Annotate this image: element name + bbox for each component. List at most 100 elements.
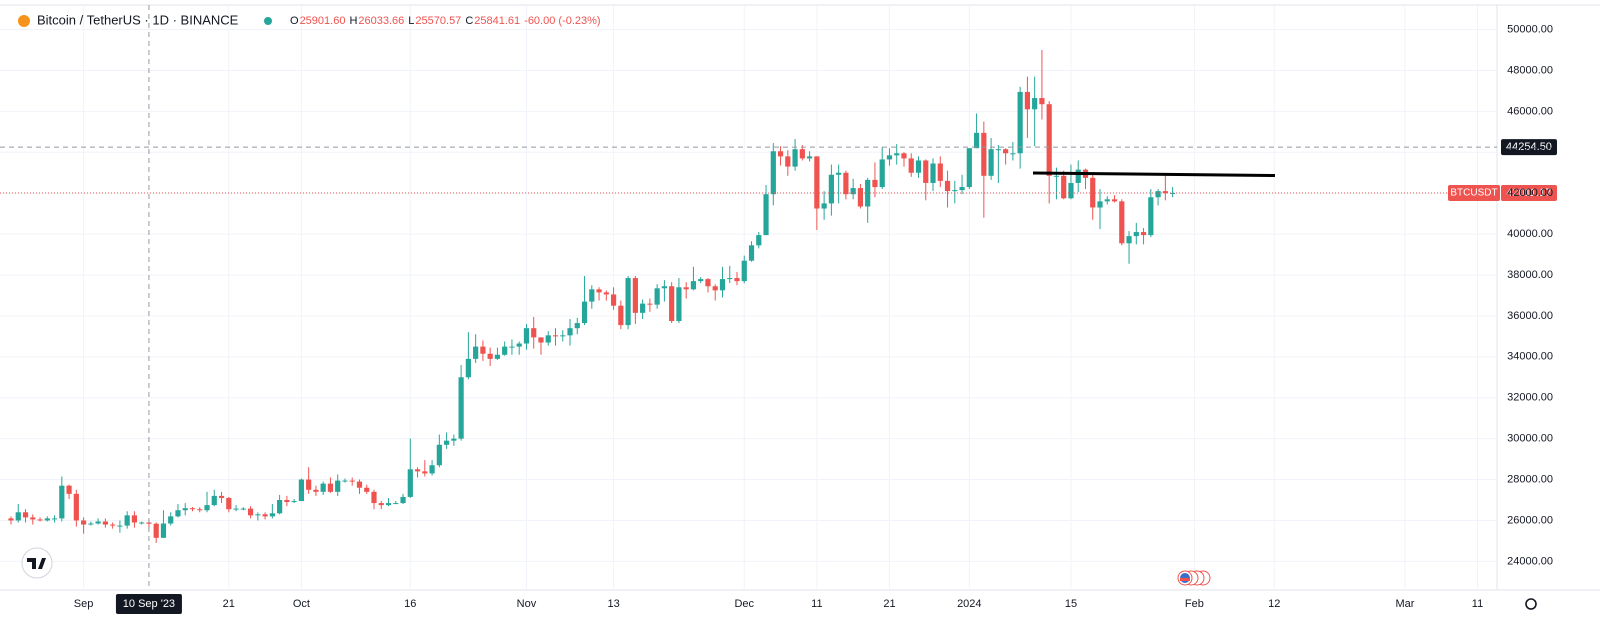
candle-body xyxy=(763,194,769,236)
candle-body xyxy=(589,289,595,302)
status-dot xyxy=(264,17,272,25)
candle-body xyxy=(139,522,145,524)
ohlc-key: C xyxy=(465,15,473,27)
symbol-icon xyxy=(18,15,30,27)
candle-body xyxy=(777,151,784,157)
candle-body xyxy=(327,483,334,492)
candle-body xyxy=(756,235,762,246)
y-tick-label: 40000.00 xyxy=(1507,228,1553,240)
last-price-label: 42011.17 xyxy=(1506,187,1551,199)
candle-body xyxy=(538,337,544,343)
event-flags[interactable] xyxy=(1177,570,1211,586)
candle-body xyxy=(1104,199,1110,202)
y-tick-label: 28000.00 xyxy=(1507,473,1553,485)
candle-body xyxy=(857,188,864,207)
tv-logo[interactable] xyxy=(21,547,53,579)
candle-body xyxy=(698,279,704,282)
candle-body xyxy=(952,190,958,192)
candle-body xyxy=(313,489,319,492)
candle-body xyxy=(66,485,72,494)
candle-body xyxy=(277,500,283,514)
ohlc-value: 25901.60 xyxy=(300,15,346,27)
candle-body xyxy=(1024,91,1030,110)
candle-body xyxy=(1068,182,1074,199)
candle-body xyxy=(560,335,566,337)
candle-body xyxy=(1075,169,1081,183)
candle-body xyxy=(204,505,210,511)
candle-body xyxy=(821,203,827,209)
candle-body xyxy=(95,521,101,524)
candle-body xyxy=(719,279,726,291)
candle-body xyxy=(734,278,740,282)
candle-body xyxy=(901,153,907,159)
candle-body xyxy=(465,358,471,378)
candle-body xyxy=(1155,191,1161,198)
overlay: BTCUSDT 42011.17 44254.50 10 Sep '23 xyxy=(0,5,1557,614)
candle-body xyxy=(182,508,188,511)
candle-body xyxy=(1017,91,1023,154)
candle-body xyxy=(502,346,508,355)
candle-body xyxy=(414,469,421,472)
candle-body xyxy=(131,515,138,523)
candle-body xyxy=(785,156,791,167)
candle-body xyxy=(981,132,987,176)
ohlc-key: H xyxy=(349,15,357,27)
y-tick-label: 46000.00 xyxy=(1507,105,1553,117)
y-tick-label: 42000.00 xyxy=(1507,187,1553,199)
x-tick-label: 15 xyxy=(1065,598,1077,610)
candle-body xyxy=(306,479,312,490)
candle-body xyxy=(189,508,196,510)
x-tick-label: 12 xyxy=(1268,598,1280,610)
candle-body xyxy=(153,523,159,538)
candle-body xyxy=(908,158,914,173)
x-tick-label: 21 xyxy=(223,598,235,610)
candle-body xyxy=(509,346,515,348)
y-tick-label: 44000.00 xyxy=(1507,146,1553,158)
candle-body xyxy=(335,480,341,492)
candle-body xyxy=(1010,153,1016,155)
candle-body xyxy=(1046,104,1052,176)
x-tick-label: 16 xyxy=(404,598,416,610)
trend-line[interactable] xyxy=(1032,171,1276,177)
candle-body xyxy=(487,353,493,359)
candle-body xyxy=(850,188,856,195)
candle-body xyxy=(15,512,21,521)
candle-body xyxy=(1032,98,1038,110)
candle-body xyxy=(146,522,152,524)
candle-body xyxy=(117,525,123,527)
candle-body xyxy=(422,471,428,474)
candle-body xyxy=(160,523,167,538)
candle-body xyxy=(81,520,87,525)
y-tick-label: 36000.00 xyxy=(1507,310,1553,322)
candle-body xyxy=(581,301,588,324)
crosshair-date-label: 10 Sep '23 xyxy=(123,598,175,610)
ohlc-legend: O 25901.60 H 26033.66 L 25570.57 C 25841.61 -60.… xyxy=(290,15,601,27)
candle-body xyxy=(836,172,842,175)
candle-body xyxy=(298,479,304,502)
symbol-title[interactable]: Bitcoin / TetherUS · 1D · BINANCE xyxy=(37,12,239,27)
candle-body xyxy=(988,149,994,176)
candle-body xyxy=(669,286,675,322)
candle-body xyxy=(727,278,733,280)
last-price-tag xyxy=(1501,184,1557,201)
candle-body xyxy=(596,289,602,293)
candle-body xyxy=(218,495,225,498)
candle-body xyxy=(1162,191,1168,194)
candle-body xyxy=(102,521,108,525)
candle-body xyxy=(407,469,413,497)
candle-body xyxy=(973,132,980,149)
ohlc-value: 26033.66 xyxy=(358,15,404,27)
candle-body xyxy=(937,163,943,181)
candle-body xyxy=(1111,199,1118,202)
candle-body xyxy=(110,524,116,526)
ohlc-value: 25570.57 xyxy=(415,15,461,27)
candle-body xyxy=(444,440,450,445)
candle-body xyxy=(741,260,747,282)
settings-icon[interactable] xyxy=(1525,598,1537,610)
y-tick-label: 38000.00 xyxy=(1507,269,1553,281)
candle-body xyxy=(1003,149,1009,154)
x-tick-label: 2024 xyxy=(957,598,981,610)
symbol-tag-label: BTCUSDT xyxy=(1450,188,1497,199)
